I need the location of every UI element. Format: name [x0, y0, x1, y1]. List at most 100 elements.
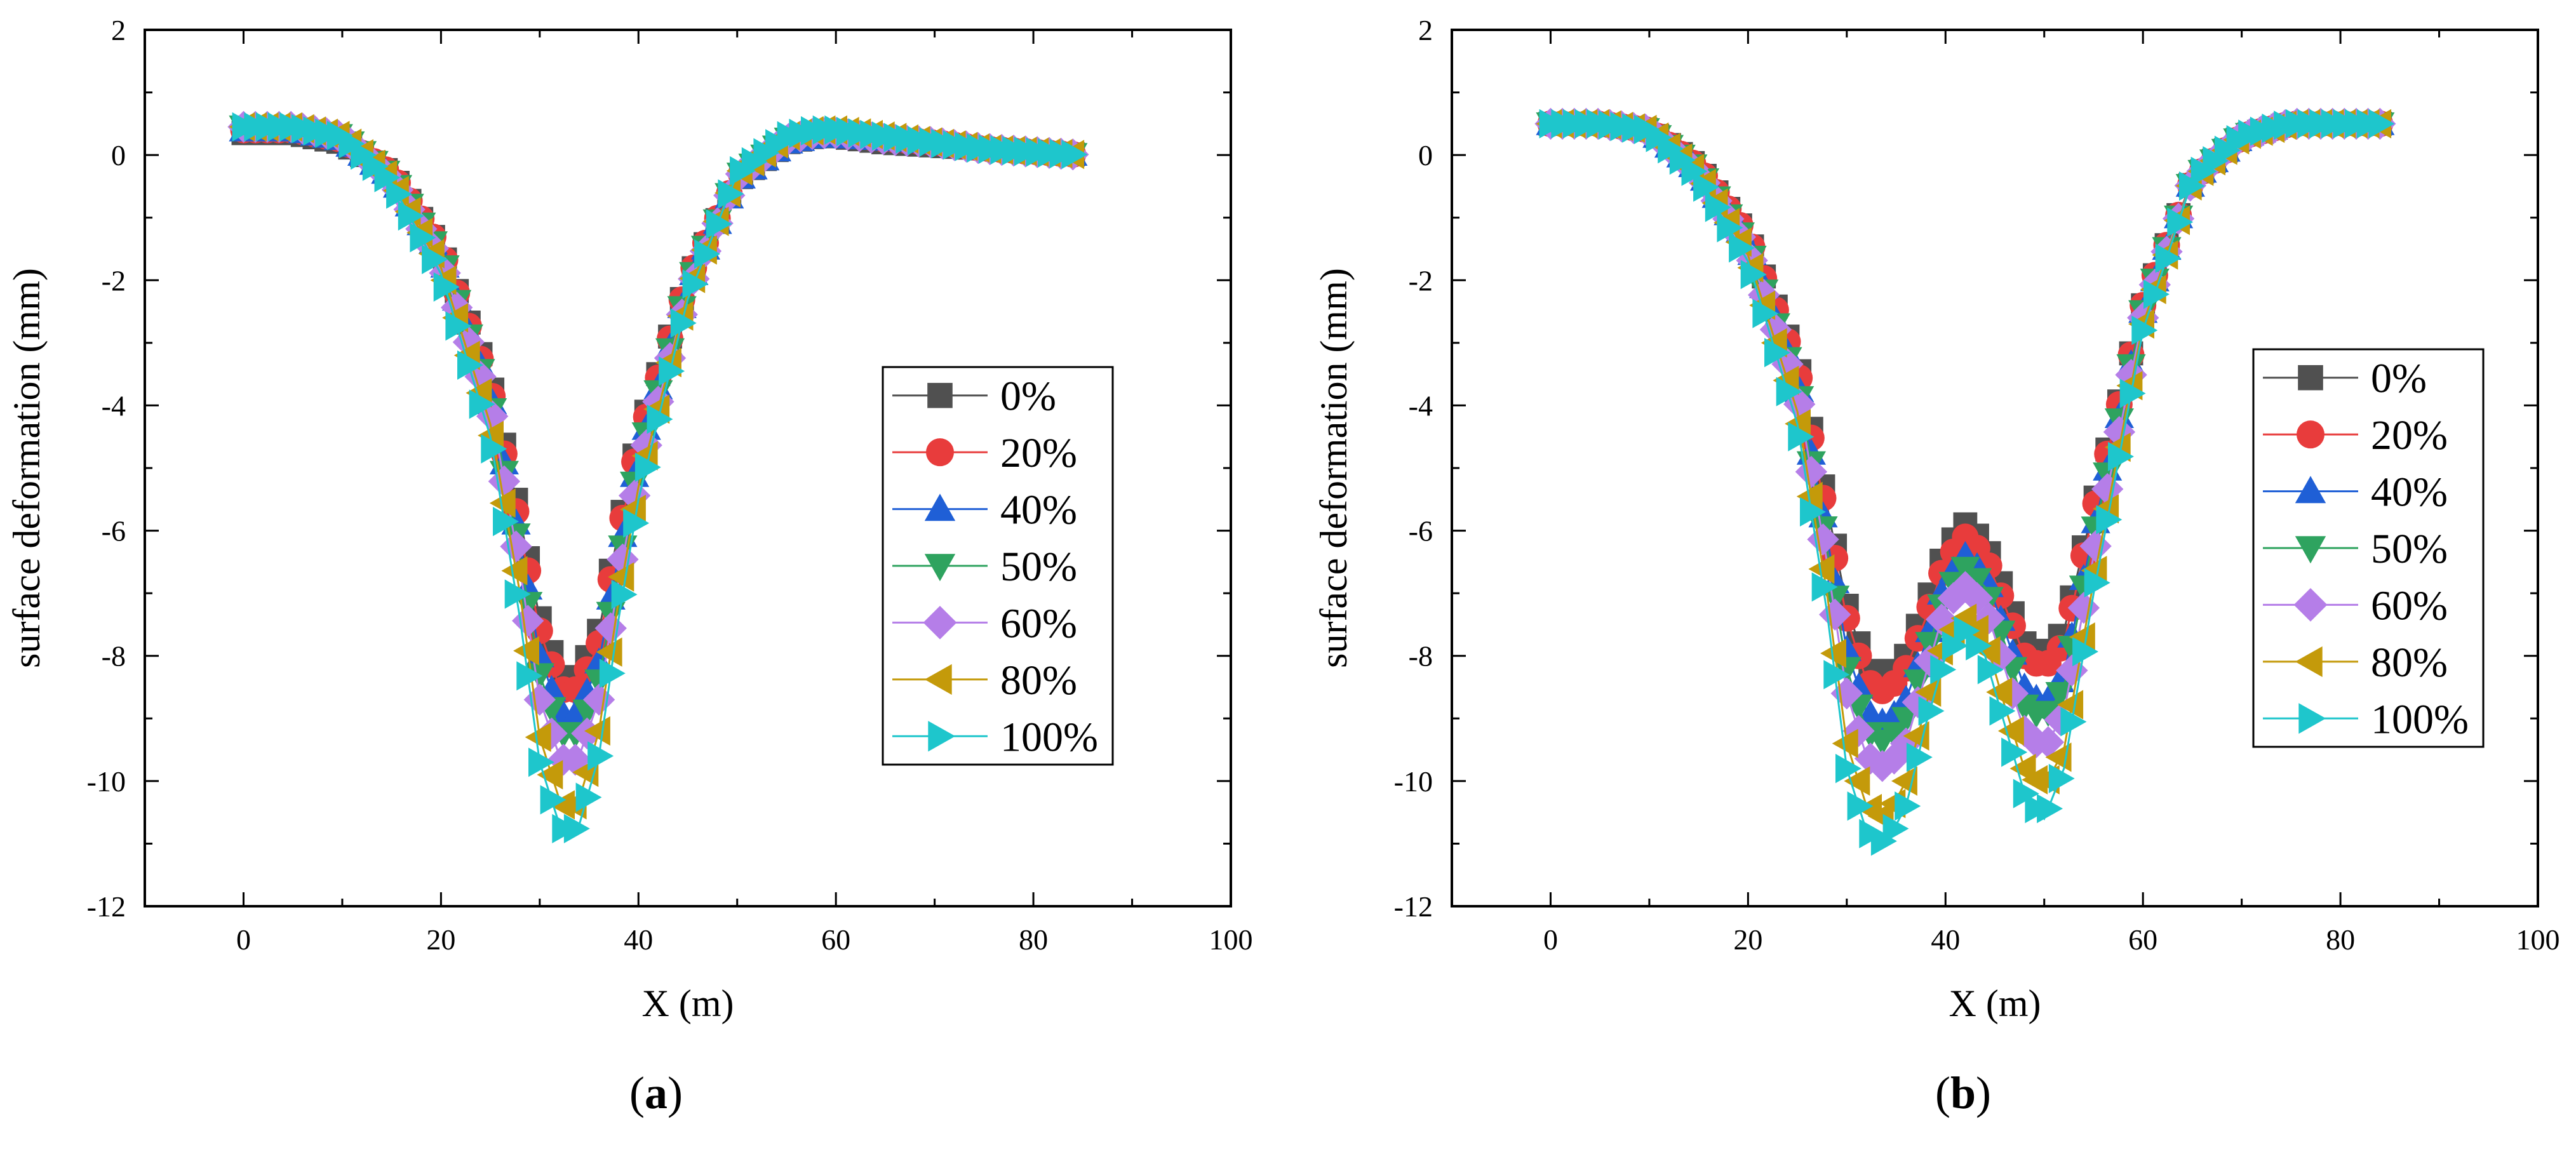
data-point — [2045, 682, 2075, 708]
y-tick-label: 0 — [1418, 139, 1433, 171]
data-point — [441, 291, 473, 324]
data-point — [374, 163, 401, 192]
data-point — [575, 782, 602, 812]
legend-item: 50% — [2263, 526, 2448, 572]
data-point — [670, 308, 697, 338]
data-point — [560, 700, 590, 727]
legend-marker — [2298, 365, 2323, 391]
data-point — [525, 722, 551, 752]
legend-item: 80% — [2263, 640, 2448, 686]
data-point — [599, 659, 626, 688]
data-point — [445, 311, 472, 341]
series-100pct — [232, 112, 1088, 843]
legend-item: 0% — [892, 373, 1056, 420]
y-tick-label: 2 — [1418, 14, 1433, 46]
legend-marker — [2298, 703, 2326, 734]
data-point — [2001, 737, 2028, 767]
legend-marker — [2295, 476, 2326, 504]
x-tick-label: 0 — [1543, 923, 1558, 956]
data-point — [1915, 677, 1942, 707]
data-point — [2119, 378, 2146, 408]
y-tick-label: -4 — [102, 389, 126, 422]
data-point — [1895, 791, 1921, 821]
legend-item: 0% — [2263, 356, 2427, 402]
data-point — [493, 507, 519, 537]
data-point — [1918, 696, 1945, 726]
data-point — [504, 579, 531, 609]
data-point — [634, 452, 661, 482]
data-point — [2155, 243, 2182, 273]
legend: 0% 20% 40% 50% 60% 80% 100% — [882, 366, 1114, 766]
data-point — [513, 636, 539, 666]
y-tick-label: -8 — [102, 640, 126, 673]
legend-label: 0% — [2371, 356, 2427, 402]
data-point — [1808, 554, 1835, 584]
chart-panel-b: 0 20 40 60 80 100 -12 -10 -8 -6 -4 -2 0 2 X (m) surface… — [1313, 14, 2560, 1118]
data-point — [1807, 523, 1839, 556]
legend-item: 100% — [892, 714, 1098, 760]
y-tick-label: 2 — [111, 14, 126, 46]
data-point — [2033, 700, 2063, 727]
legend-label: 50% — [1000, 544, 1077, 590]
data-point — [386, 179, 413, 209]
y-tick-label: -12 — [1394, 890, 1433, 923]
y-tick-label: -10 — [87, 765, 126, 798]
data-point — [422, 244, 448, 274]
legend-marker — [2297, 420, 2324, 449]
data-point — [433, 272, 460, 302]
data-point — [2167, 207, 2194, 237]
legend-label: 100% — [1000, 714, 1098, 760]
legend-label: 100% — [2371, 696, 2469, 742]
panel-label: (a) — [629, 1068, 683, 1118]
y-axis-title: surface deformation (mm) — [6, 268, 48, 668]
y-tick-label: -10 — [1394, 765, 1433, 798]
data-point — [594, 612, 627, 645]
legend-marker — [928, 721, 956, 752]
data-point — [1977, 655, 2004, 685]
y-tick-label: 0 — [111, 139, 126, 171]
legend-label: 0% — [1000, 373, 1056, 420]
data-point — [559, 744, 591, 776]
data-point — [630, 429, 662, 462]
data-point — [1996, 677, 2029, 710]
data-point — [682, 269, 709, 299]
data-point — [582, 683, 615, 716]
data-point — [1903, 721, 1929, 751]
y-tick-label: -2 — [1409, 264, 1433, 297]
legend-item: 20% — [2263, 412, 2448, 459]
panel-label-open: ( — [629, 1068, 645, 1118]
data-point — [2032, 726, 2065, 758]
y-tick-label: -4 — [1409, 389, 1433, 422]
legend-label: 80% — [1000, 657, 1077, 704]
legend-item: 80% — [892, 657, 1077, 704]
data-point — [587, 741, 614, 771]
y-tick-label: -6 — [1409, 515, 1433, 547]
y-tick-label: -2 — [102, 264, 126, 297]
legend-marker — [2295, 646, 2323, 678]
data-point — [2048, 763, 2075, 793]
data-point — [1693, 172, 1720, 202]
data-point — [1942, 631, 1968, 660]
data-point — [2013, 779, 2039, 808]
data-point — [1729, 233, 1755, 263]
series-100pct — [1539, 109, 2395, 856]
data-point — [1949, 571, 1982, 603]
data-point — [481, 434, 507, 464]
data-point — [1879, 722, 1909, 748]
data-point — [489, 488, 516, 518]
data-point — [2037, 794, 2063, 824]
legend-marker — [2295, 536, 2326, 564]
data-point — [1061, 140, 1088, 170]
panel-label-letter: a — [645, 1068, 667, 1118]
legend-marker — [927, 382, 953, 408]
data-point — [1847, 791, 1874, 821]
panel-label-letter: b — [1950, 1068, 1976, 1118]
legend-marker — [924, 493, 956, 521]
data-point — [1823, 660, 1850, 690]
data-point — [1989, 696, 2016, 726]
legend: 0% 20% 40% 50% 60% 80% 100% — [2252, 348, 2485, 748]
data-point — [2069, 622, 2095, 652]
data-point — [457, 350, 483, 380]
chart-panel-a: 0 20 40 60 80 100 -12 -10 -8 -6 -4 -2 0 2 X (m) surface… — [6, 14, 1253, 1118]
data-point — [623, 508, 650, 538]
